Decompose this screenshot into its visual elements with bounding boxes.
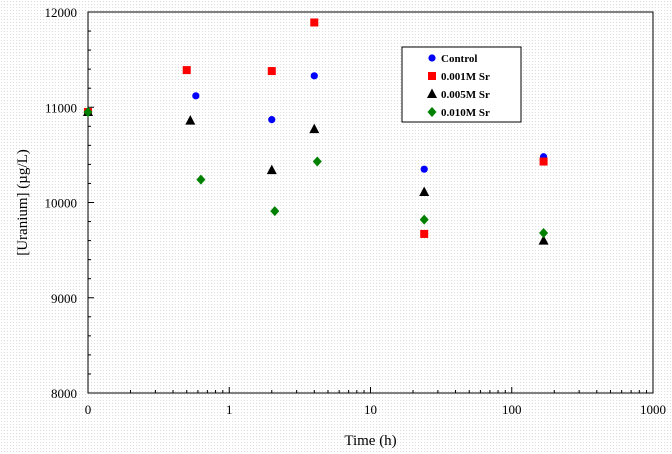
- data-point: [268, 116, 276, 124]
- data-point: [270, 206, 280, 217]
- legend-marker: [427, 88, 437, 98]
- data-point: [420, 165, 428, 173]
- y-ticks: [88, 11, 94, 394]
- y-tick-label: 10000: [45, 196, 78, 211]
- data-point: [310, 18, 319, 27]
- x-tick-label: 10: [364, 402, 377, 417]
- data-point: [309, 123, 320, 134]
- data-point: [420, 229, 429, 238]
- series-triangle: [83, 106, 549, 245]
- y-tick-labels: 8000 9000 10000 11000 12000: [45, 5, 78, 401]
- data-point: [196, 174, 206, 185]
- y-tick-label: 8000: [51, 386, 77, 401]
- y-tick-label: 11000: [45, 100, 77, 115]
- legend-label: 0.010M Sr: [441, 107, 490, 119]
- data-point: [83, 107, 93, 118]
- plot-area: [87, 11, 654, 394]
- x-tick-label: 100: [502, 402, 522, 417]
- legend-marker: [427, 107, 437, 117]
- data-point: [182, 66, 191, 75]
- data-point: [538, 235, 549, 245]
- x-tick-labels: 0 1 10 100 1000: [85, 402, 666, 417]
- x-tick-label: 1: [226, 402, 233, 417]
- series-diamond: [83, 107, 549, 238]
- legend-label: 0.001M Sr: [441, 71, 490, 83]
- x-tick-label: 1000: [640, 402, 666, 417]
- legend-box: [401, 46, 522, 123]
- legend: Control 0.001M Sr 0.005M Sr 0.010M Sr: [401, 46, 522, 123]
- legend-label: 0.005M Sr: [441, 89, 490, 101]
- data-point: [539, 227, 549, 238]
- data-point: [539, 157, 548, 166]
- data-point: [419, 186, 430, 197]
- legend-label: Control: [441, 53, 477, 65]
- x-axis-title: Time (h): [344, 433, 396, 449]
- legend-marker: [428, 72, 436, 80]
- data-point: [185, 115, 196, 125]
- data-point: [310, 72, 318, 80]
- data-point: [266, 164, 277, 175]
- data-point: [267, 67, 276, 76]
- x-tick-label: 0: [85, 402, 92, 417]
- legend-marker: [428, 54, 436, 62]
- x-minor-ticks: [130, 387, 648, 393]
- data-point: [312, 156, 322, 167]
- y-tick-label: 9000: [51, 291, 77, 306]
- y-axis-title: [Uranium] (µg/L): [15, 149, 31, 256]
- data-point: [192, 92, 200, 100]
- data-point: [419, 214, 429, 225]
- y-tick-label: 12000: [45, 5, 78, 20]
- data-points: [83, 18, 549, 245]
